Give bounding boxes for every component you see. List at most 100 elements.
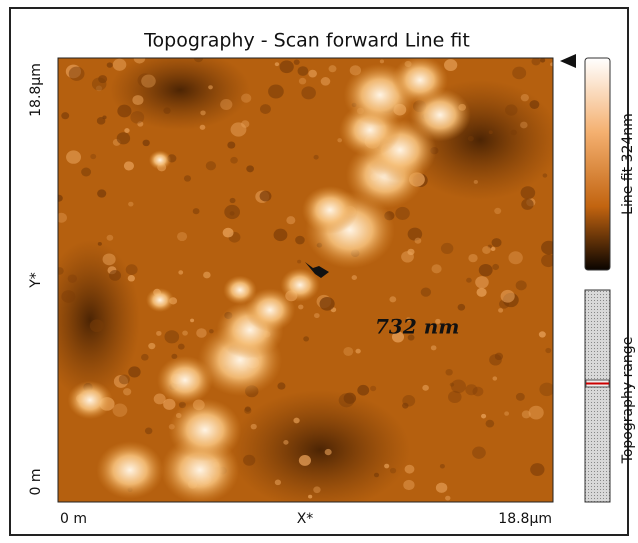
surface-grain [280,268,319,302]
surface-grain [96,441,163,499]
surface-grain [117,105,131,118]
surface-grain [260,104,271,114]
surface-grain [231,122,247,136]
surface-grain [149,150,171,169]
surface-grain [468,136,474,141]
surface-grain [530,463,544,476]
surface-grain [126,264,138,275]
surface-grain [303,336,309,341]
surface-grain [516,280,527,290]
surface-grain [163,107,170,114]
annotation: 732 nm [375,315,459,339]
surface-grain [169,399,242,461]
surface-grain [275,62,279,66]
surface-grain [61,112,69,119]
surface-grain [178,270,183,274]
surface-grain [329,65,337,72]
surface-grain [543,173,548,177]
surface-grain [299,78,306,85]
surface-grain [280,60,294,73]
surface-grain [128,275,135,282]
surface-grain [374,473,379,478]
surface-grain [68,274,77,282]
color-bar [585,58,610,270]
surface-grain [474,180,478,184]
range-slider[interactable] [585,290,610,502]
surface-grain [117,132,130,144]
surface-grain [465,384,477,395]
surface-grain [431,345,437,350]
surface-grain [477,288,487,297]
surface-grain [508,251,522,264]
surface-grain [308,495,312,499]
surface-grain [90,154,96,159]
surface-grain [275,480,281,486]
surface-grain [529,406,544,420]
y-label-bottom: 0 m [28,469,44,496]
surface-grain [141,75,156,88]
surface-grain [494,208,501,214]
surface-grain [92,77,107,90]
surface-grain [539,331,546,337]
surface-grain [145,427,153,434]
surface-grain [164,330,179,343]
surface-grain [298,305,303,310]
surface-grain [505,104,518,115]
surface-grain [227,141,235,148]
surface-grain [90,319,104,332]
surface-grain [98,242,102,246]
surface-grain [293,418,299,424]
surface-grain [395,207,410,220]
surface-grain [223,228,234,238]
surface-grain [107,235,114,241]
surface-grain [298,66,309,76]
surface-grain [286,216,295,224]
dark-region [230,390,410,510]
surface-grain [193,208,200,214]
surface-grain [206,161,216,170]
surface-grain [107,62,113,67]
surface-grain [196,328,207,337]
surface-grain [128,366,140,377]
surface-grain [450,383,454,387]
surface-grain [458,304,466,311]
color-bar-label: Line fit 324nm [620,113,636,215]
surface-grain [486,420,495,428]
surface-grain [532,57,541,65]
surface-grain [444,59,457,71]
surface-grain [321,77,331,86]
surface-grain [277,382,285,389]
surface-grain [498,308,503,313]
surface-grain [489,130,493,134]
surface-grain [352,275,357,280]
afm-window: Topography - Scan forward Line fit 732 n… [0,0,638,543]
surface-grain [302,186,358,234]
surface-grain [124,161,134,170]
surface-grain [501,290,515,303]
surface-grain [124,128,129,133]
surface-grain [512,67,526,80]
surface-grain [540,58,545,63]
surface-grain [123,388,131,395]
x-label-left: 0 m [60,511,87,527]
surface-grain [301,86,316,99]
surface-grain [246,165,254,172]
surface-grain [146,288,174,312]
surface-grain [481,414,486,419]
surface-grain [103,253,116,265]
surface-grain [479,264,493,276]
surface-grain [243,455,255,466]
surface-grain [203,272,211,279]
surface-grain [223,276,257,305]
surface-grain [521,199,533,210]
surface-grain [325,449,332,455]
surface-grain [415,238,422,244]
surface-grain [431,264,441,273]
surface-grain [200,110,205,115]
surface-grain [182,330,188,335]
surface-grain [422,385,429,391]
surface-grain [511,130,517,136]
surface-grain [355,349,360,354]
surface-grain [224,205,240,219]
surface-grain [451,380,466,394]
